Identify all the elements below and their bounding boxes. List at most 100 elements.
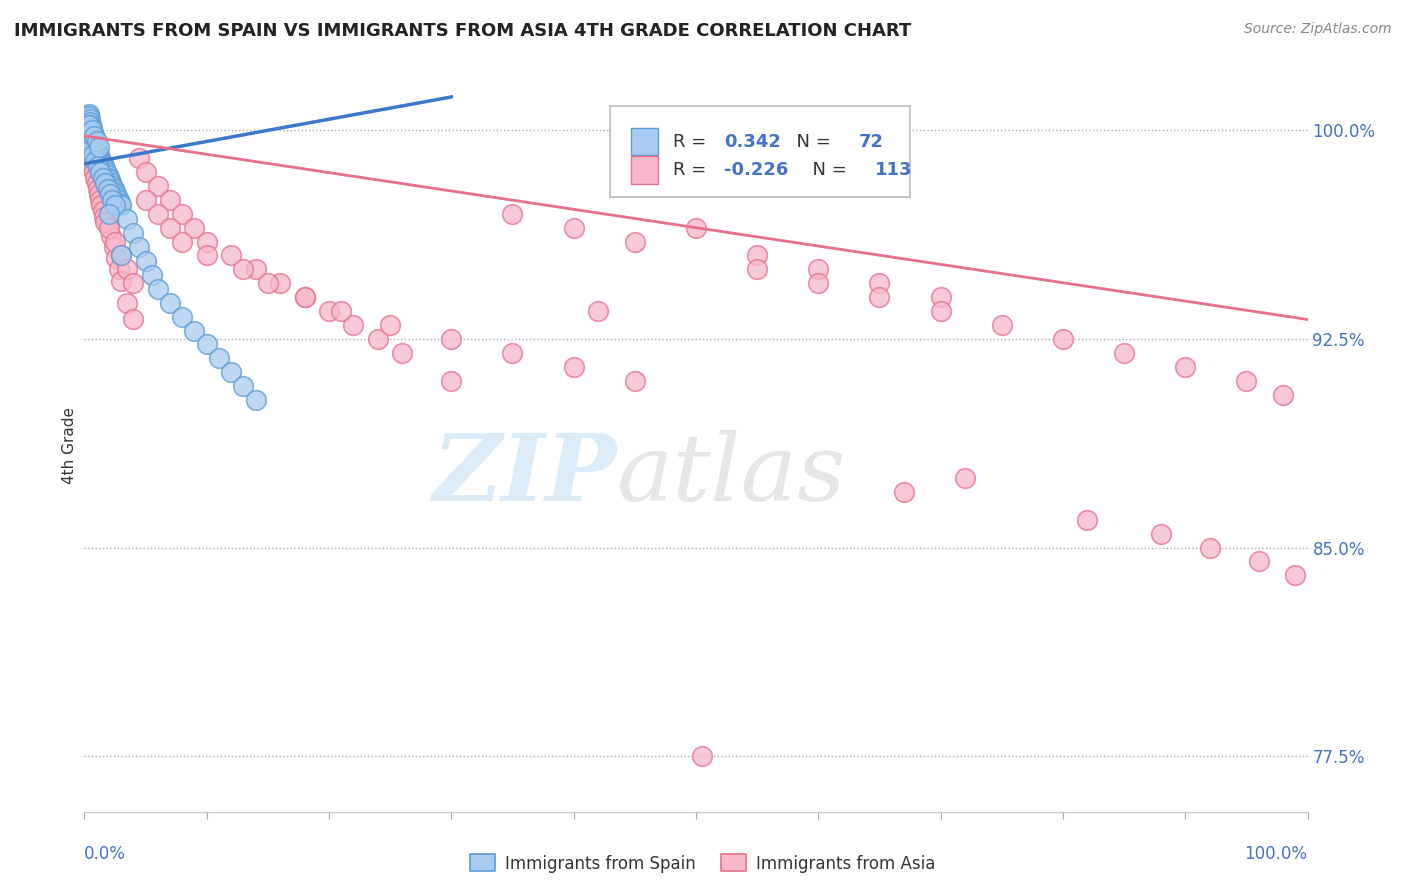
Point [94, 176, 117, 190]
Point [624, 235, 647, 249]
Point [807, 262, 830, 277]
Point [93, 210, 115, 224]
Point [1272, 387, 1295, 401]
Point [98, 187, 121, 202]
Point [586, 304, 609, 318]
Point [122, 312, 145, 326]
Point [110, 198, 132, 212]
Point [1052, 332, 1074, 346]
Point [1247, 554, 1270, 568]
Point [87, 187, 110, 202]
Point [747, 248, 769, 262]
Point [108, 195, 131, 210]
Point [97, 212, 120, 227]
Point [82, 123, 104, 137]
Point [91, 157, 114, 171]
Point [562, 359, 585, 374]
Point [122, 277, 145, 291]
Point [97, 207, 120, 221]
Point [869, 290, 891, 304]
Point [183, 324, 205, 338]
Point [104, 235, 127, 249]
Point [440, 332, 463, 346]
Legend: Immigrants from Spain, Immigrants from Asia: Immigrants from Spain, Immigrants from A… [464, 847, 942, 880]
Point [929, 290, 952, 304]
Point [75, 123, 97, 137]
Point [110, 248, 132, 262]
Point [104, 198, 127, 212]
Point [1114, 346, 1136, 360]
Point [1150, 526, 1173, 541]
Point [91, 190, 114, 204]
Text: 0.0%: 0.0% [84, 845, 127, 863]
Point [807, 277, 830, 291]
Point [83, 151, 105, 165]
Point [991, 318, 1014, 332]
Point [115, 212, 138, 227]
Point [87, 160, 110, 174]
Point [79, 143, 101, 157]
Point [76, 118, 98, 132]
Point [685, 220, 707, 235]
Point [128, 151, 150, 165]
Point [76, 115, 98, 129]
Point [77, 110, 100, 124]
FancyBboxPatch shape [610, 106, 910, 197]
Point [89, 178, 111, 193]
Point [87, 145, 110, 160]
Text: atlas: atlas [616, 430, 846, 520]
Point [115, 295, 138, 310]
Point [94, 215, 117, 229]
Point [380, 318, 402, 332]
Point [172, 207, 194, 221]
Text: 100.0%: 100.0% [1244, 845, 1308, 863]
Point [90, 153, 112, 168]
Point [103, 240, 125, 254]
Point [87, 182, 110, 196]
Text: -0.226: -0.226 [724, 161, 789, 179]
Point [245, 262, 267, 277]
Point [94, 162, 117, 177]
Point [208, 351, 231, 366]
Point [82, 160, 104, 174]
Point [172, 310, 194, 324]
Point [97, 182, 120, 196]
Point [80, 153, 103, 168]
Point [77, 110, 100, 124]
Point [115, 262, 138, 277]
Point [84, 157, 107, 171]
Point [929, 304, 952, 318]
Point [87, 140, 110, 154]
Point [97, 170, 120, 185]
Text: 113: 113 [875, 161, 912, 179]
Point [1284, 568, 1306, 582]
FancyBboxPatch shape [631, 128, 658, 155]
Point [690, 749, 713, 764]
Point [195, 248, 218, 262]
Point [195, 235, 218, 249]
Point [440, 374, 463, 388]
Point [75, 128, 97, 143]
Text: 0.342: 0.342 [724, 133, 780, 151]
Point [89, 151, 111, 165]
Point [110, 248, 132, 262]
Point [391, 346, 413, 360]
Point [1076, 513, 1098, 527]
Text: Source: ZipAtlas.com: Source: ZipAtlas.com [1244, 22, 1392, 37]
Point [869, 277, 891, 291]
Point [103, 182, 125, 196]
Point [77, 118, 100, 132]
Point [89, 193, 111, 207]
Point [79, 115, 101, 129]
Point [83, 135, 105, 149]
Point [100, 176, 122, 190]
Point [82, 143, 104, 157]
Point [141, 268, 163, 282]
Point [91, 204, 114, 219]
Point [96, 165, 118, 179]
Point [1174, 359, 1197, 374]
Point [80, 140, 103, 154]
Point [257, 277, 280, 291]
Point [86, 162, 108, 177]
FancyBboxPatch shape [631, 156, 658, 184]
